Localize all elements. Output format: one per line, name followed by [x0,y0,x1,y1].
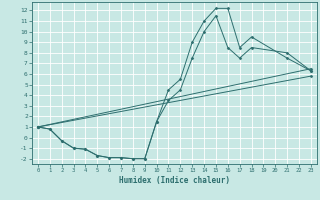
X-axis label: Humidex (Indice chaleur): Humidex (Indice chaleur) [119,176,230,185]
